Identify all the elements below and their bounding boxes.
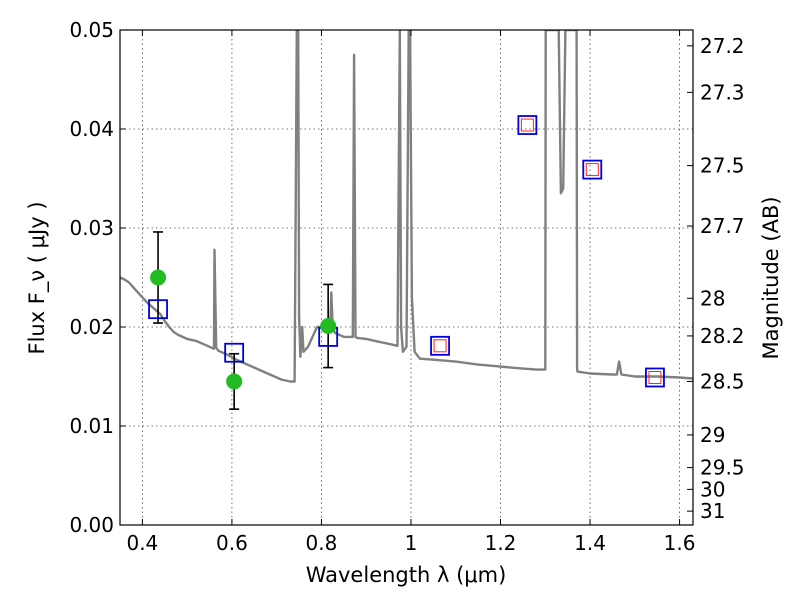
model-photometry-square (582, 159, 603, 180)
mag-tick-label: 31 (700, 499, 725, 523)
model-photometry-square (517, 115, 538, 135)
plot-frame (119, 29, 694, 526)
x-tick-label: 0.6 (216, 531, 248, 555)
y-tick-label: 0.00 (69, 513, 114, 537)
x-tick-label: 1.4 (574, 531, 606, 555)
y-tick-label: 0.04 (69, 117, 114, 141)
mag-tick-label: 27.7 (700, 214, 745, 238)
observed-point (226, 373, 243, 390)
mag-tick-label: 29 (700, 423, 725, 447)
x-tick-label: 0.8 (306, 531, 338, 555)
x-tick-label: 1.6 (664, 531, 696, 555)
upper-limit-square (648, 370, 662, 384)
mag-tick-label: 30 (700, 477, 725, 501)
mag-tick-label: 28 (700, 286, 725, 310)
model-photometry-square (645, 367, 665, 388)
x-axis-label: Wavelength λ (μm) (306, 563, 507, 587)
model-photometry-square (430, 335, 450, 356)
y-axis-label: Flux F_ν ( μJy ) (25, 201, 50, 354)
observed-point (320, 318, 337, 335)
observed-point (150, 269, 167, 286)
y-axis-right-label: Magnitude (AB) (759, 196, 783, 359)
y-tick-label: 0.03 (69, 216, 114, 240)
y-tick-label: 0.05 (69, 18, 114, 42)
upper-limit-square (585, 163, 599, 177)
y-tick-label: 0.02 (69, 315, 114, 339)
mag-tick-label: 27.3 (700, 80, 745, 104)
x-tick-label: 0.4 (126, 531, 158, 555)
mag-tick-label: 28.5 (700, 369, 745, 393)
mag-tick-label: 27.2 (700, 34, 745, 58)
mag-tick-label: 27.5 (700, 154, 745, 178)
x-tick-label: 1.2 (485, 531, 517, 555)
model-spectrum-line (120, 30, 693, 383)
x-tick-label: 1 (405, 531, 418, 555)
mag-tick-label: 28.2 (700, 324, 745, 348)
y-tick-label: 0.01 (69, 414, 114, 438)
upper-limit-square (433, 339, 447, 353)
upper-limit-square (520, 118, 534, 132)
mag-tick-label: 29.5 (700, 456, 745, 480)
model-photometry-square (148, 299, 168, 320)
model-photometry-square (224, 342, 245, 363)
